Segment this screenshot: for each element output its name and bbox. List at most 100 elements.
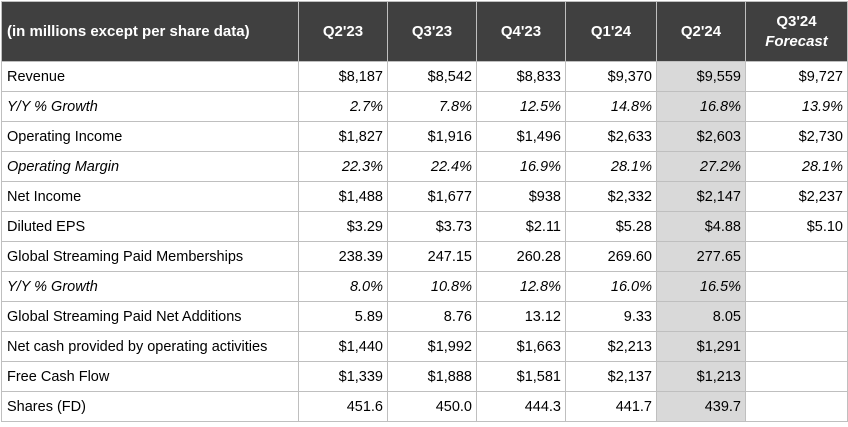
cell-q2-24: 27.2%	[656, 151, 746, 182]
cell-q4-23: $1,496	[476, 121, 566, 152]
cell-q3-23: $1,888	[387, 361, 477, 392]
cell-q4-23: $2.11	[476, 211, 566, 242]
table-row: Shares (FD) 451.6 450.0 444.3 441.7 439.7	[1, 391, 848, 422]
header-row: (in millions except per share data) Q2'2…	[1, 1, 848, 62]
cell-q4-23: 13.12	[476, 301, 566, 332]
cell-q2-24: $1,291	[656, 331, 746, 362]
table-row: Operating Income $1,827 $1,916 $1,496 $2,633…	[1, 121, 848, 152]
cell-q2-23: $1,440	[298, 331, 388, 362]
row-label: Diluted EPS	[1, 211, 299, 242]
row-label: Shares (FD)	[1, 391, 299, 422]
cell-q2-24: $1,213	[656, 361, 746, 392]
table-body: Revenue $8,187 $8,542 $8,833 $9,370 $9,559 $9,…	[1, 61, 848, 422]
cell-q1-24: $9,370	[565, 61, 657, 92]
cell-q4-23: $1,663	[476, 331, 566, 362]
cell-q3-23: $8,542	[387, 61, 477, 92]
cell-forecast	[745, 391, 848, 422]
header-label: (in millions except per share data)	[1, 1, 299, 62]
cell-q1-24: $5.28	[565, 211, 657, 242]
cell-q4-23: $1,581	[476, 361, 566, 392]
cell-q1-24: 14.8%	[565, 91, 657, 122]
cell-q3-23: $1,677	[387, 181, 477, 212]
cell-q2-24: 16.5%	[656, 271, 746, 302]
cell-q3-23: $3.73	[387, 211, 477, 242]
table-row: Global Streaming Paid Memberships 238.39 2…	[1, 241, 848, 272]
cell-q3-23: 22.4%	[387, 151, 477, 182]
header-col-forecast: Q3'24 Forecast	[745, 1, 848, 62]
cell-q3-23: 8.76	[387, 301, 477, 332]
forecast-label: Forecast	[765, 32, 828, 50]
cell-q1-24: $2,633	[565, 121, 657, 152]
cell-q1-24: $2,213	[565, 331, 657, 362]
cell-q2-24: $2,147	[656, 181, 746, 212]
cell-q2-23: 451.6	[298, 391, 388, 422]
row-label: Operating Margin	[1, 151, 299, 182]
cell-q3-23: $1,992	[387, 331, 477, 362]
row-label: Y/Y % Growth	[1, 271, 299, 302]
cell-q1-24: 28.1%	[565, 151, 657, 182]
cell-q3-23: 10.8%	[387, 271, 477, 302]
row-label: Net Income	[1, 181, 299, 212]
cell-q3-23: 450.0	[387, 391, 477, 422]
cell-q1-24: 269.60	[565, 241, 657, 272]
cell-q4-23: $8,833	[476, 61, 566, 92]
cell-forecast: 28.1%	[745, 151, 848, 182]
table-row: Net Income $1,488 $1,677 $938 $2,332 $2,147 $2…	[1, 181, 848, 212]
cell-forecast	[745, 331, 848, 362]
cell-q1-24: 16.0%	[565, 271, 657, 302]
cell-forecast	[745, 301, 848, 332]
table-row: Revenue $8,187 $8,542 $8,833 $9,370 $9,559 $9,…	[1, 61, 848, 92]
cell-q2-23: $8,187	[298, 61, 388, 92]
cell-q2-23: 2.7%	[298, 91, 388, 122]
cell-q4-23: 12.5%	[476, 91, 566, 122]
row-label: Operating Income	[1, 121, 299, 152]
table-row: Diluted EPS $3.29 $3.73 $2.11 $5.28 $4.88 $5.1…	[1, 211, 848, 242]
cell-forecast	[745, 361, 848, 392]
cell-q2-23: 5.89	[298, 301, 388, 332]
header-col-q3-23: Q3'23	[387, 1, 477, 62]
table-row: Operating Margin 22.3% 22.4% 16.9% 28.1% 27.2…	[1, 151, 848, 182]
cell-forecast	[745, 271, 848, 302]
cell-q4-23: 12.8%	[476, 271, 566, 302]
forecast-quarter: Q3'24	[776, 12, 817, 30]
table-row: Net cash provided by operating activitie…	[1, 331, 848, 362]
header-col-q4-23: Q4'23	[476, 1, 566, 62]
cell-q3-23: 7.8%	[387, 91, 477, 122]
cell-q2-24: 439.7	[656, 391, 746, 422]
cell-forecast: $5.10	[745, 211, 848, 242]
header-col-q1-24: Q1'24	[565, 1, 657, 62]
cell-q3-23: 247.15	[387, 241, 477, 272]
row-label: Global Streaming Paid Memberships	[1, 241, 299, 272]
cell-forecast: $2,237	[745, 181, 848, 212]
cell-forecast: $2,730	[745, 121, 848, 152]
table-row: Y/Y % Growth 8.0% 10.8% 12.8% 16.0% 16.5%	[1, 271, 848, 302]
table-row: Y/Y % Growth 2.7% 7.8% 12.5% 14.8% 16.8% 13.9%	[1, 91, 848, 122]
cell-q1-24: $2,332	[565, 181, 657, 212]
cell-q1-24: 441.7	[565, 391, 657, 422]
cell-q3-23: $1,916	[387, 121, 477, 152]
row-label: Free Cash Flow	[1, 361, 299, 392]
cell-q2-23: $3.29	[298, 211, 388, 242]
cell-q2-24: $9,559	[656, 61, 746, 92]
cell-q1-24: $2,137	[565, 361, 657, 392]
row-label: Global Streaming Paid Net Additions	[1, 301, 299, 332]
row-label: Net cash provided by operating activitie…	[1, 331, 299, 362]
header-col-q2-24: Q2'24	[656, 1, 746, 62]
cell-q2-24: 8.05	[656, 301, 746, 332]
table-row: Free Cash Flow $1,339 $1,888 $1,581 $2,137 $1…	[1, 361, 848, 392]
cell-q2-24: $2,603	[656, 121, 746, 152]
cell-q2-23: 238.39	[298, 241, 388, 272]
cell-q4-23: 444.3	[476, 391, 566, 422]
cell-q2-24: 277.65	[656, 241, 746, 272]
cell-q1-24: 9.33	[565, 301, 657, 332]
cell-q2-24: $4.88	[656, 211, 746, 242]
cell-forecast	[745, 241, 848, 272]
cell-q2-23: $1,339	[298, 361, 388, 392]
cell-q2-24: 16.8%	[656, 91, 746, 122]
cell-forecast: 13.9%	[745, 91, 848, 122]
table-row: Global Streaming Paid Net Additions 5.89 8…	[1, 301, 848, 332]
cell-forecast: $9,727	[745, 61, 848, 92]
cell-q2-23: 8.0%	[298, 271, 388, 302]
cell-q2-23: 22.3%	[298, 151, 388, 182]
